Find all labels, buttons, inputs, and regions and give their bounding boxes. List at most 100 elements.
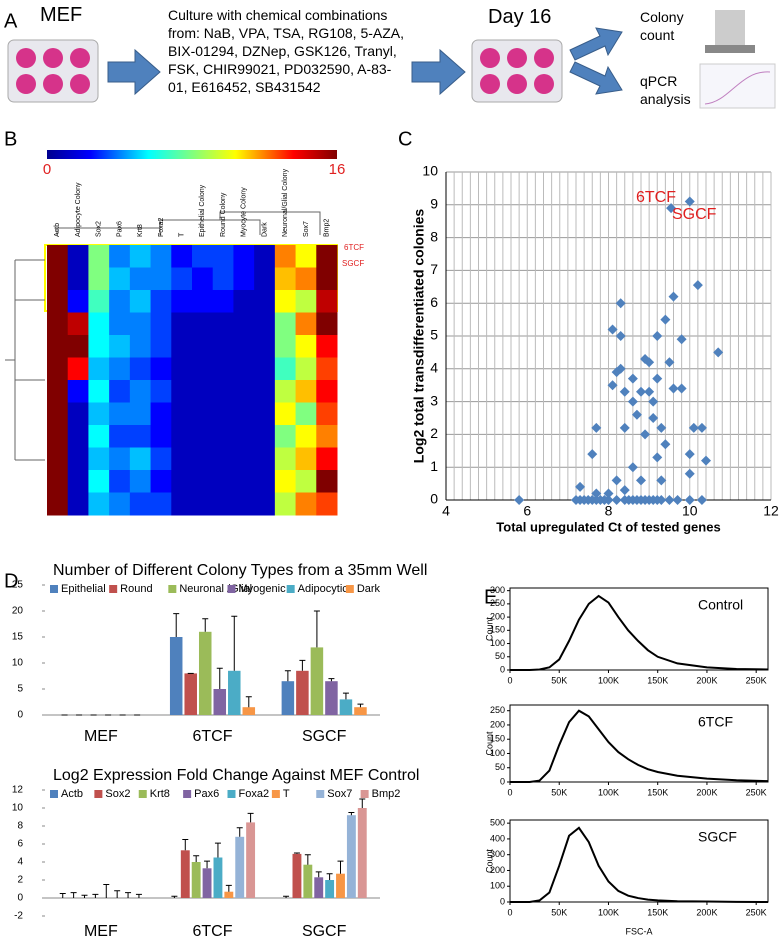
- y-axis-title: Count: [484, 731, 494, 756]
- point: [652, 373, 663, 384]
- x-tick-label: 100K: [598, 675, 619, 685]
- legend-label: Myogenic: [239, 583, 287, 595]
- y-tick-label: 150: [490, 734, 505, 744]
- heatmap-cell: [150, 335, 172, 358]
- legend-swatch: [50, 585, 58, 593]
- error-bar: [315, 871, 322, 878]
- y-axis-title: Count: [484, 849, 494, 874]
- annotation: SGCF: [672, 206, 717, 223]
- heatmap-cell: [274, 357, 297, 381]
- point: [664, 357, 675, 368]
- heatmap-cell: [67, 245, 89, 268]
- x-tick-label: 100K: [598, 907, 619, 917]
- heatmap-cell: [88, 447, 110, 471]
- histogram-line: [510, 594, 769, 671]
- point: [615, 298, 626, 309]
- start-label: MEF: [40, 4, 83, 26]
- heatmap-cell: [129, 492, 152, 516]
- bar: [303, 864, 313, 898]
- x-tick-label: 150K: [647, 787, 668, 797]
- heatmap-cell: [233, 357, 255, 381]
- point: [672, 495, 683, 505]
- bar: [292, 853, 302, 898]
- x-tick-label: 150K: [647, 907, 668, 917]
- heatmap-cell: [233, 312, 255, 336]
- y-tick-label: 500: [490, 818, 505, 828]
- legend-label: Dark: [357, 583, 381, 595]
- point: [652, 331, 663, 341]
- point: [607, 380, 618, 391]
- error-bar: [125, 892, 132, 898]
- column-label: Epithelial Colony: [199, 184, 206, 237]
- heatmap-cell: [192, 447, 214, 471]
- y-tick-label: 4: [430, 360, 438, 376]
- heatmap-cell: [67, 380, 89, 403]
- x-tick-label: MEF: [84, 923, 118, 940]
- x-tick-label: 10: [682, 503, 698, 519]
- error-bar: [313, 610, 320, 648]
- bar: [354, 707, 367, 715]
- point: [636, 386, 646, 397]
- heatmap-cell: [47, 357, 69, 381]
- x-tick-label: 0: [507, 675, 512, 685]
- heatmap-cell: [233, 267, 255, 291]
- x-tick-label: SGCF: [302, 923, 347, 940]
- bar: [242, 707, 256, 715]
- heatmap-cell: [150, 402, 172, 426]
- column-label: T: [178, 232, 185, 237]
- heatmap-cell: [47, 267, 69, 291]
- x-tick-label: 200K: [696, 787, 717, 797]
- panel-label: C: [398, 128, 412, 150]
- point: [619, 386, 630, 397]
- error-bar: [245, 696, 252, 708]
- heatmap-cell: [274, 447, 297, 471]
- heatmap-cell: [233, 335, 255, 358]
- column-label: Adipocyte Colony: [75, 182, 82, 237]
- x-tick-label: 100K: [598, 787, 619, 797]
- error-bar: [216, 667, 223, 689]
- legend-swatch: [168, 585, 177, 593]
- y-tick-label: 2: [17, 875, 23, 886]
- heatmap-cell: [129, 470, 152, 493]
- error-bar: [293, 852, 300, 854]
- heatmap-cell: [109, 425, 131, 448]
- heatmap-cell: [150, 267, 172, 291]
- legend-label: Krt8: [150, 788, 170, 800]
- bar: [224, 891, 234, 898]
- heatmap-cell: [274, 492, 297, 516]
- bar: [325, 880, 335, 898]
- y-tick-label: 0: [430, 491, 438, 507]
- y-tick-label: 10: [12, 658, 24, 669]
- heatmap-cell: [171, 492, 193, 516]
- heatmap-cell: [254, 267, 276, 291]
- y-tick-label: 50: [495, 651, 505, 661]
- heatmap-annotation: SGCF: [342, 259, 364, 268]
- bar: [310, 647, 324, 715]
- legend-swatch: [360, 790, 369, 798]
- bar: [184, 673, 197, 715]
- heatmap-cell: [67, 447, 89, 471]
- heatmap-cell: [47, 335, 69, 358]
- heatmap-cell: [212, 335, 234, 358]
- heatmap-cell: [109, 470, 131, 493]
- heatmap-cell: [254, 447, 276, 471]
- annotation: 6TCF: [636, 189, 676, 206]
- column-label: Neuronal/Glial Colony: [282, 168, 289, 237]
- y-tick-label: 100: [490, 638, 505, 648]
- heatmap-cell: [67, 335, 89, 358]
- heatmap-cell: [316, 312, 338, 336]
- heatmap-cell: [233, 447, 255, 471]
- heatmap-cell: [254, 245, 276, 268]
- legend-label: T: [283, 788, 290, 800]
- heatmap-cell: [150, 470, 172, 493]
- heatmap-cell: [316, 245, 338, 268]
- heatmap-cell: [129, 290, 152, 313]
- heatmap-cell: [171, 245, 193, 268]
- heatmap-cell: [129, 267, 152, 291]
- error-bar: [204, 860, 211, 869]
- column-label: Bmp2: [323, 219, 330, 237]
- point: [591, 422, 602, 433]
- heatmap-cell: [88, 290, 110, 313]
- point: [640, 429, 651, 440]
- y-tick-label: 300: [490, 849, 505, 859]
